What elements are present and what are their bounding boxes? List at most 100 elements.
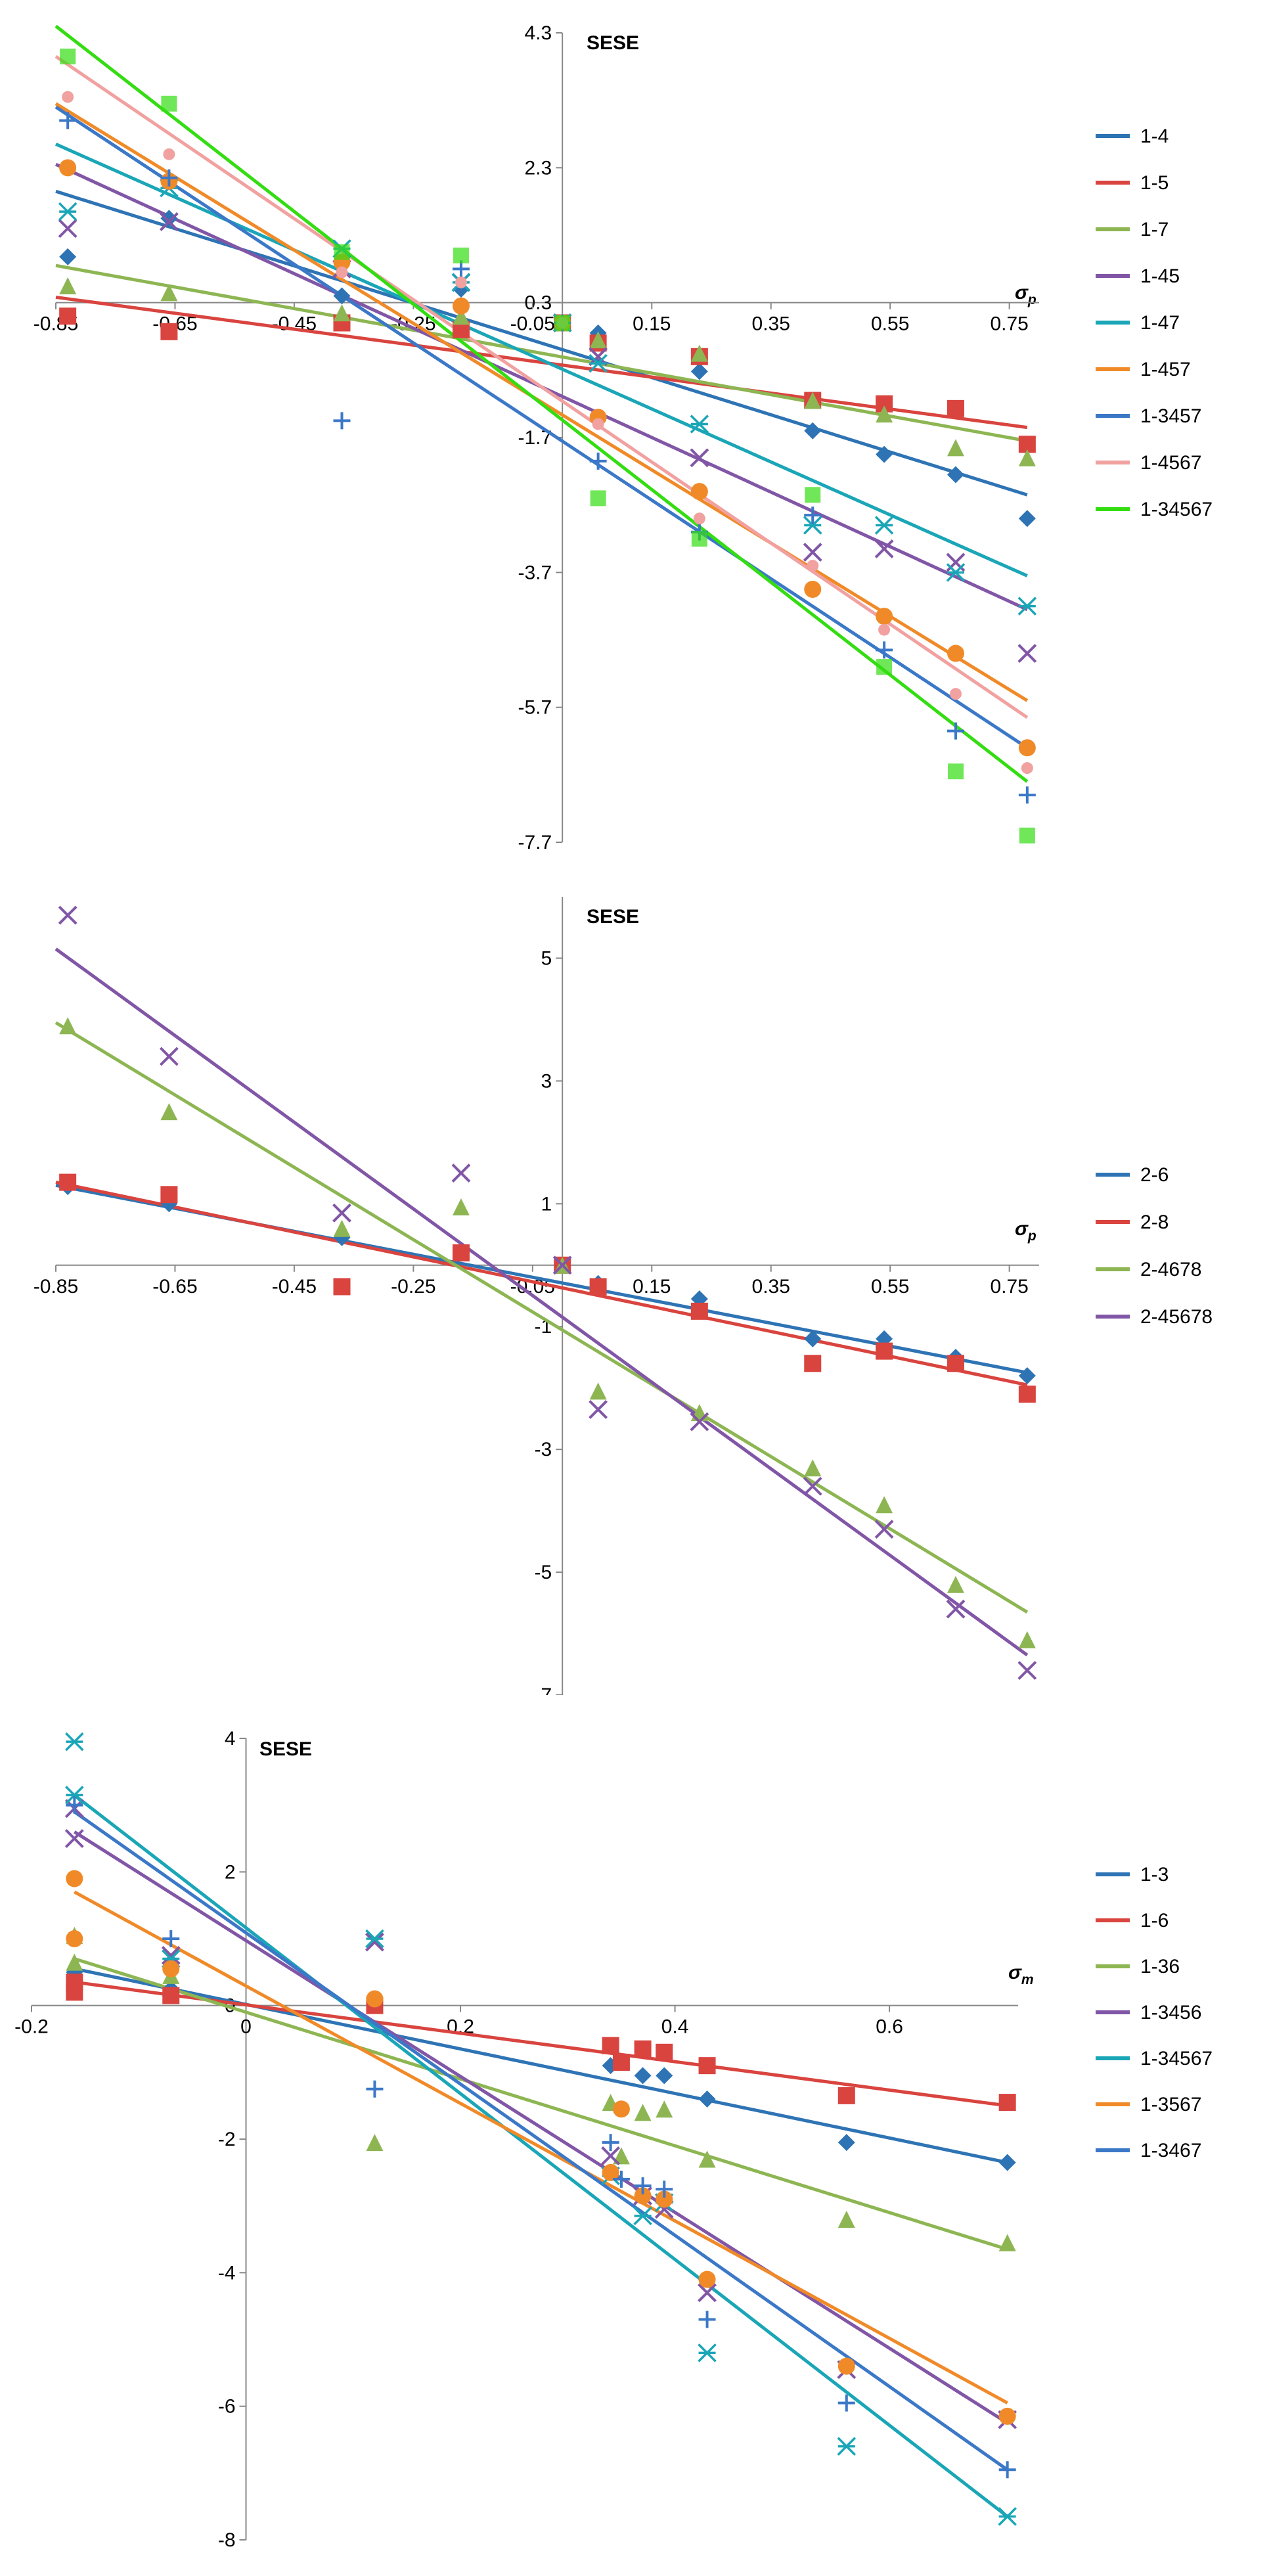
chart-c-point-1-3567 [998,2407,1016,2425]
chart-b-y-tick-label: -7 [534,1684,552,1695]
chart-a-trend-line-1-5 [55,295,1028,430]
chart-c-series-1-6 [66,1974,1016,2112]
chart-c-point-1-3467 [634,2177,652,2195]
chart-a-x-tick-label: 0.15 [633,313,671,335]
chart-c-legend-label-1-3456: 1-3456 [1140,2002,1201,2023]
chart-a-point-1-47 [58,202,78,221]
chart-b-point-2-45678 [332,1203,351,1223]
chart-c-point-1-36 [998,2234,1016,2251]
chart-c-point-1-3567 [66,1870,83,1887]
chart-a-legend-label-1-47: 1-47 [1140,312,1180,334]
chart-a-point-1-3457 [333,412,351,430]
chart-a-point-1-7 [1018,449,1036,466]
chart-a-point-1-45 [58,219,78,238]
chart-a-point-1-457 [452,297,470,315]
chart-a-point-1-3457 [804,507,822,524]
chart-c-point-1-3 [656,2067,673,2085]
chart-c-point-1-34567 [365,1929,384,1949]
chart-c-series-1-3567 [66,1870,1016,2425]
chart-c-point-1-6 [698,2057,716,2075]
chart-a-legend-label-1-3457: 1-3457 [1140,405,1201,427]
chart-a-point-1-45 [874,539,894,558]
chart-b-point-2-45678 [589,1399,608,1419]
chart-b-point-2-4678 [876,1496,893,1514]
chart-b-y-tick-label: -3 [534,1439,552,1460]
chart-b-point-2-8 [160,1186,178,1204]
chart-c-series-1-3467 [66,1796,1016,2479]
chart-c-point-1-34567 [65,1786,84,1805]
chart-b-x-tick-label: -0.25 [391,1276,435,1298]
chart-a-x-tick-label: -0.05 [510,313,555,335]
chart-a-point-1-47 [589,353,608,373]
chart-c-legend-label-1-36: 1-36 [1140,1956,1180,1977]
chart-c-trend-line-1-36 [74,1957,1008,2251]
chart-a-point-1-457 [876,608,893,625]
chart-a-point-1-457 [804,581,822,598]
chart-a-point-1-34567 [334,244,350,260]
chart-c-point-1-3467 [612,2171,630,2188]
chart-a-legend-label-1-457: 1-457 [1140,359,1191,380]
chart-c-series-1-34567 [65,1732,1017,2526]
chart-c-y-tick-label: -6 [218,2396,236,2418]
chart-b-point-2-8 [1018,1386,1036,1403]
chart-a-point-1-4567 [807,560,819,572]
chart-b-point-2-4678 [333,1219,351,1237]
chart-c-point-1-3467 [66,1796,83,1814]
chart-a-point-1-47 [803,516,822,535]
chart-a-point-1-4567 [592,418,604,430]
chart-b-point-2-45678 [946,1599,966,1619]
chart-c-trend-line-1-6 [74,1980,1008,2108]
chart-c-point-1-3 [998,2154,1016,2171]
chart-a-series-1-34567 [60,48,1035,844]
chart-c-point-1-3567 [602,2163,619,2181]
chart-a-point-1-3457 [1018,786,1036,804]
chart-c-point-1-3456 [365,1932,384,1952]
chart-a-point-1-34567 [947,763,964,780]
chart-a-x-tick-label: 0.75 [990,313,1028,335]
chart-panel-b: SESE σp 531-1-3-5-7-0.85-0.65-0.45-0.25-… [0,874,1271,1695]
chart-b-point-2-4678 [1018,1631,1036,1648]
chart-b-point-2-4678 [452,1198,470,1215]
chart-c-point-1-34567 [998,2507,1017,2526]
chart-c-point-1-3467 [366,2080,384,2098]
chart-b-x-tick-label: -0.45 [272,1276,317,1298]
chart-c-point-1-36 [366,2134,384,2152]
chart-b-point-2-45678 [552,1255,572,1275]
chart-a-legend-label-1-45: 1-45 [1140,265,1180,287]
chart-b-point-2-8 [589,1278,607,1296]
chart-a-point-1-4 [160,210,178,227]
chart-a-trend-line-1-34567 [55,24,1029,783]
chart-a-x-tick-label: 0.35 [752,313,790,335]
chart-panel-c: SESE σm 420-2-4-6-8-0.200.20.40.61-31-61… [0,1695,1271,2576]
chart-b-point-2-45678 [159,1047,179,1066]
chart-c-point-1-3467 [602,2134,619,2152]
chart-b-point-2-45678 [874,1520,894,1539]
chart-a-point-1-47 [690,415,709,434]
chart-a-point-1-4 [690,363,708,380]
chart-a-point-1-34567 [453,247,469,263]
chart-c-point-1-3467 [698,2311,716,2328]
chart-a-series-1-4567 [62,91,1033,775]
chart-c-point-1-3456 [161,1946,181,1965]
chart-b-legend-label-2-45678: 2-45678 [1140,1306,1213,1328]
chart-a-point-1-45 [690,448,709,468]
chart-b-legend-label-2-6: 2-6 [1140,1164,1169,1186]
chart-c-point-1-3567 [162,1960,180,1977]
chart-b-x-tick-label: -0.85 [33,1276,78,1298]
chart-a-point-1-47 [874,516,894,535]
chart-a-legend-label-1-5: 1-5 [1140,172,1169,194]
chart-b-trend-line-2-4678 [55,1021,1029,1614]
chart-b-point-2-45678 [690,1412,709,1432]
chart-c-x-tick-label: 0.6 [876,2016,903,2038]
chart-c-legend-label-1-34567: 1-34567 [1140,2048,1213,2069]
chart-a-point-1-7 [589,331,607,349]
chart-a-point-1-457 [690,483,708,501]
chart-c-legend-label-1-6: 1-6 [1140,1910,1169,1932]
chart-c-x-tick-label: -0.2 [14,2016,49,2038]
chart-c-series-1-3456 [64,1799,1017,2429]
chart-panel-a: SESE σp 4.3 2.3 0.3 -1.7 -3.7 -5.7 -7.7 -0.85 -0… [0,0,1271,874]
chart-a-point-1-4 [947,466,964,484]
chart-a-point-1-3457 [160,169,178,187]
chart-a-point-1-34567 [590,490,606,507]
chart-b-ylabel: SESE [587,906,639,928]
